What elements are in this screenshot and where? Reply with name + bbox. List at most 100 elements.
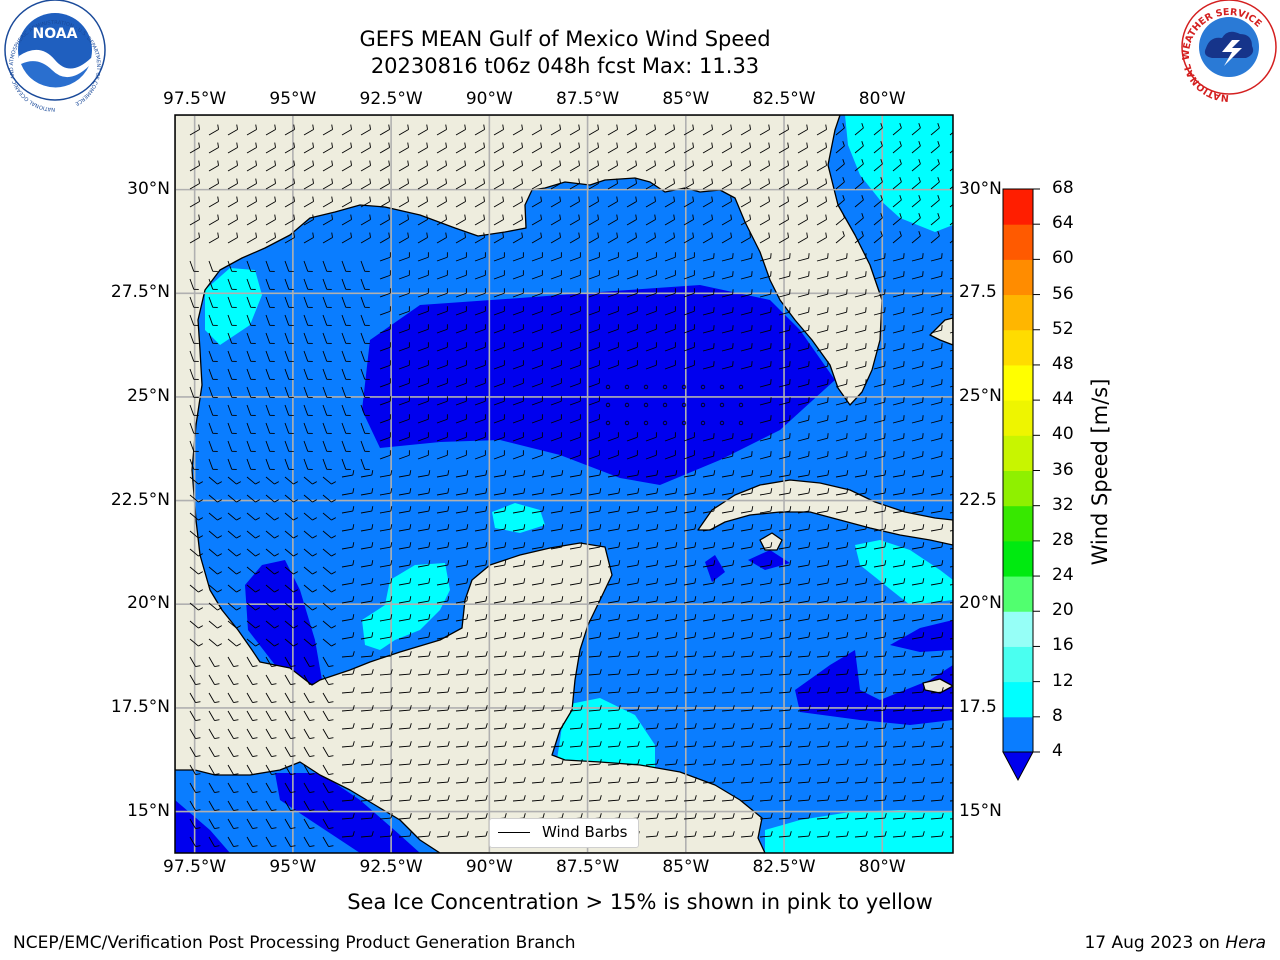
wind-barb <box>930 397 943 406</box>
wind-barb <box>379 632 393 640</box>
wind-barb <box>208 638 223 647</box>
wind-barb <box>626 160 637 172</box>
wind-barb <box>398 288 410 298</box>
wind-barb <box>626 687 640 694</box>
wind-barb <box>455 524 469 532</box>
wind-barb <box>588 252 600 262</box>
wind-barb <box>531 560 545 568</box>
wind-barb <box>493 795 507 802</box>
wind-barb <box>683 741 697 748</box>
wind-barb <box>493 124 504 136</box>
wind-barb <box>493 614 507 622</box>
colorbar-tick-label: 28 <box>1052 529 1074 550</box>
wind-barb <box>550 160 561 172</box>
colorbar-tick-label: 44 <box>1052 389 1074 410</box>
wind-barb <box>227 458 237 470</box>
wind-barb <box>246 350 256 362</box>
wind-barb <box>569 578 583 586</box>
wind-barb <box>721 705 735 712</box>
wind-barb <box>246 232 257 244</box>
wind-barb <box>379 378 391 388</box>
wind-barb <box>417 214 428 226</box>
wind-barb <box>360 632 374 640</box>
wind-barb <box>702 160 713 172</box>
wind-barb <box>379 560 393 568</box>
wind-barb <box>474 432 486 442</box>
wind-barb <box>721 232 732 244</box>
wind-barb <box>189 818 201 829</box>
wind-barb <box>417 432 429 442</box>
wind-barb <box>816 232 827 244</box>
wind-barb <box>474 142 485 154</box>
wind-barb <box>721 741 735 748</box>
wind-barb <box>816 705 830 712</box>
wind-barb <box>892 159 902 172</box>
wind-barb <box>550 596 564 604</box>
wind-barb <box>854 578 868 586</box>
wind-barb <box>683 596 697 604</box>
wind-barb <box>664 306 676 316</box>
wind-barb <box>702 651 716 658</box>
wind-barb <box>246 296 256 308</box>
wind-barb <box>949 221 953 226</box>
calm-circle <box>681 402 687 408</box>
wind-barb <box>607 306 619 316</box>
wind-barb <box>702 795 716 802</box>
low-wind-region-caribbean-4 <box>748 550 790 570</box>
wind-barb <box>740 795 754 802</box>
wind-barb <box>246 214 257 226</box>
wind-barb <box>284 350 294 362</box>
wind-barb <box>759 379 772 388</box>
wind-barb <box>322 818 334 829</box>
wind-barb <box>854 379 867 388</box>
wind-barb <box>778 705 792 712</box>
wind-barb <box>455 777 469 784</box>
wind-barb <box>607 669 621 676</box>
lon-label-bottom: 82.5°W <box>752 857 816 877</box>
wind-barb <box>341 813 355 820</box>
wind-barb <box>436 795 450 802</box>
wind-barb <box>626 741 640 748</box>
wind-barb <box>835 705 849 712</box>
wind-barb <box>398 124 409 136</box>
wind-barb <box>360 777 374 784</box>
wind-barb <box>778 214 789 226</box>
wind-barb <box>835 307 848 316</box>
wind-barb <box>322 232 333 244</box>
wind-barb <box>360 196 371 208</box>
wind-barb <box>550 396 562 406</box>
wind-barb <box>284 710 296 721</box>
colorbar-tick-label: 48 <box>1052 353 1074 374</box>
wind-barb <box>854 506 868 514</box>
wind-barb <box>455 560 469 568</box>
wind-barb <box>740 451 753 460</box>
wind-barb <box>778 614 792 622</box>
wind-barb <box>683 669 697 676</box>
wind-barb <box>531 342 543 352</box>
wind-barb <box>626 651 640 658</box>
wind-barb <box>189 296 199 308</box>
wind-barb <box>246 368 256 380</box>
wind-barb <box>474 542 488 550</box>
wind-barb <box>265 314 275 326</box>
wind-barb <box>854 451 867 460</box>
wind-barb <box>778 451 791 460</box>
wind-barb <box>664 759 678 766</box>
wind-barb <box>949 203 953 208</box>
wind-barb <box>531 578 545 586</box>
wind-barb <box>873 123 883 136</box>
wind-barb <box>227 800 239 811</box>
wind-barb <box>721 524 735 532</box>
wind-barb <box>227 124 238 136</box>
wind-barb <box>227 332 237 344</box>
colorbar-segment <box>1003 576 1033 612</box>
land-cuba <box>697 479 953 546</box>
wind-barb <box>493 142 504 154</box>
wind-barb <box>949 277 953 280</box>
wind-barb <box>284 314 294 326</box>
wind-barb <box>341 278 351 290</box>
wind-barb <box>626 450 638 460</box>
wind-barb <box>607 178 618 190</box>
wind-barb <box>930 253 943 262</box>
wind-barb <box>721 614 735 622</box>
